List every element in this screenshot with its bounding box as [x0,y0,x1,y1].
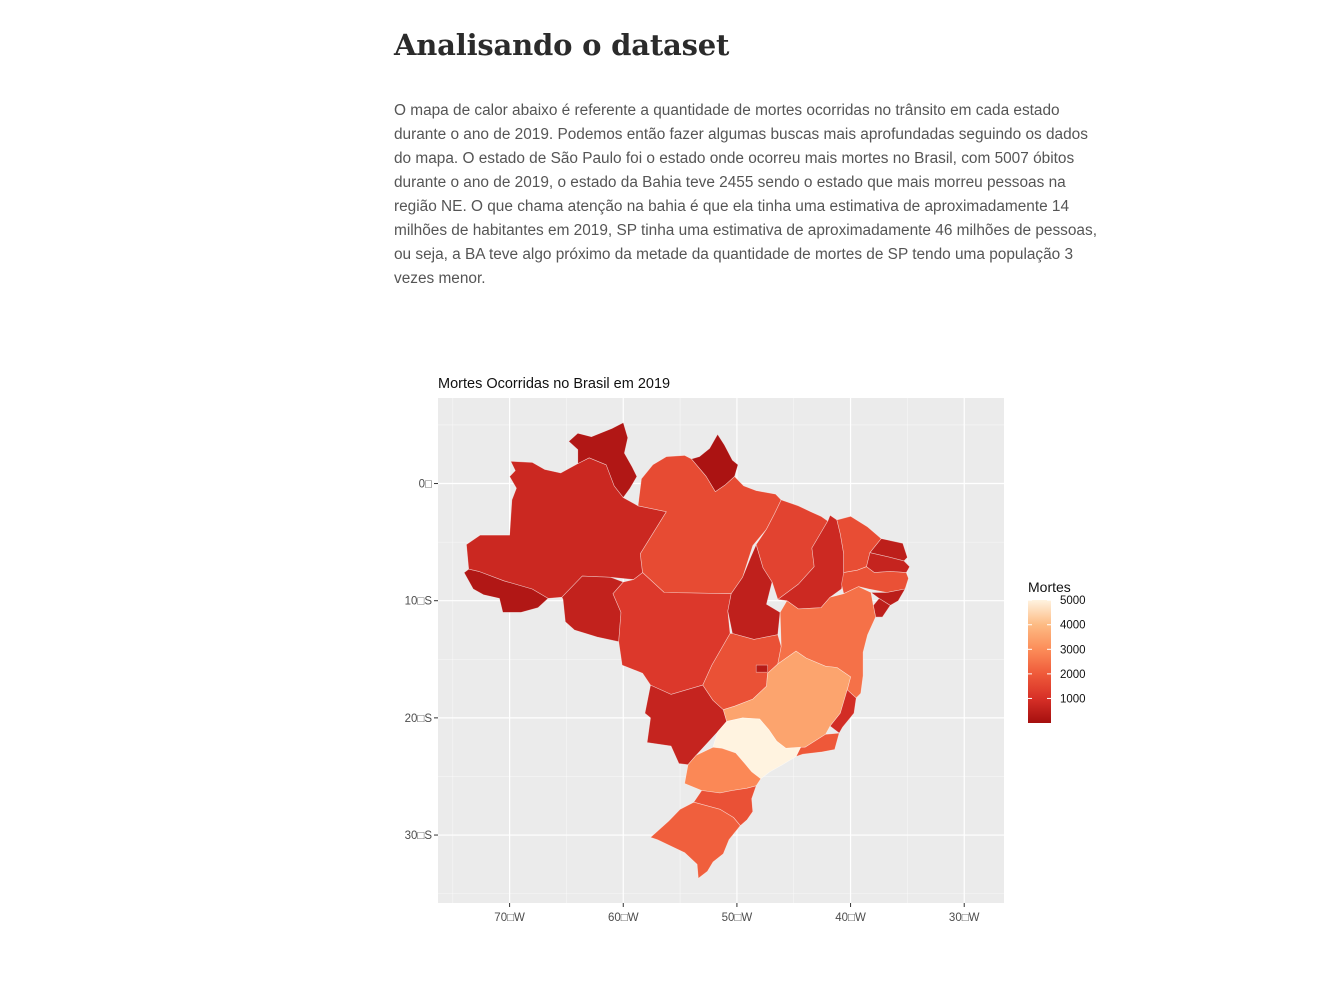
legend-tick-label: 5000 [1060,595,1086,607]
axes: 70□W 60□W 50□W 40□W 30□W 0□ 10□S 20□S 30□S [405,479,980,924]
y-tick-label: 20□S [405,713,433,725]
legend-ticks: 1000 2000 3000 4000 5000 [1028,595,1086,705]
state-regions [463,422,910,879]
legend-tick-label: 2000 [1060,669,1086,681]
death-choropleth-map: Mortes Ocorridas no Brasil em 2019 70□W 6… [405,376,1086,924]
x-tick-label: 60□W [608,912,639,924]
x-tick-label: 30□W [949,912,980,924]
legend-tick-label: 3000 [1060,644,1086,656]
legend-colorbar [1028,600,1051,723]
section-paragraph: O mapa de calor abaixo é referente a qua… [394,102,1097,287]
state-rs [650,801,741,879]
legend-tick-label: 4000 [1060,620,1086,632]
y-tick-label: 30□S [405,830,433,842]
legend-title: Mortes [1028,579,1071,595]
legend: Mortes 1000 2000 3000 4000 5000 [1028,579,1086,723]
state-rr [568,422,638,498]
x-tick-label: 50□W [722,912,753,924]
article: Analisando o dataset O mapa de calor aba… [394,24,1106,291]
state-ro [561,575,624,642]
state-es [829,689,857,734]
y-tick-label: 0□ [419,479,432,491]
legend-tick-label: 1000 [1060,693,1086,705]
x-tick-label: 40□W [835,912,866,924]
x-tick-label: 70□W [494,912,525,924]
section-heading: Analisando o dataset [394,28,730,62]
state-df [755,664,768,673]
chart-title: Mortes Ocorridas no Brasil em 2019 [438,376,670,392]
y-tick-label: 10□S [405,596,433,608]
